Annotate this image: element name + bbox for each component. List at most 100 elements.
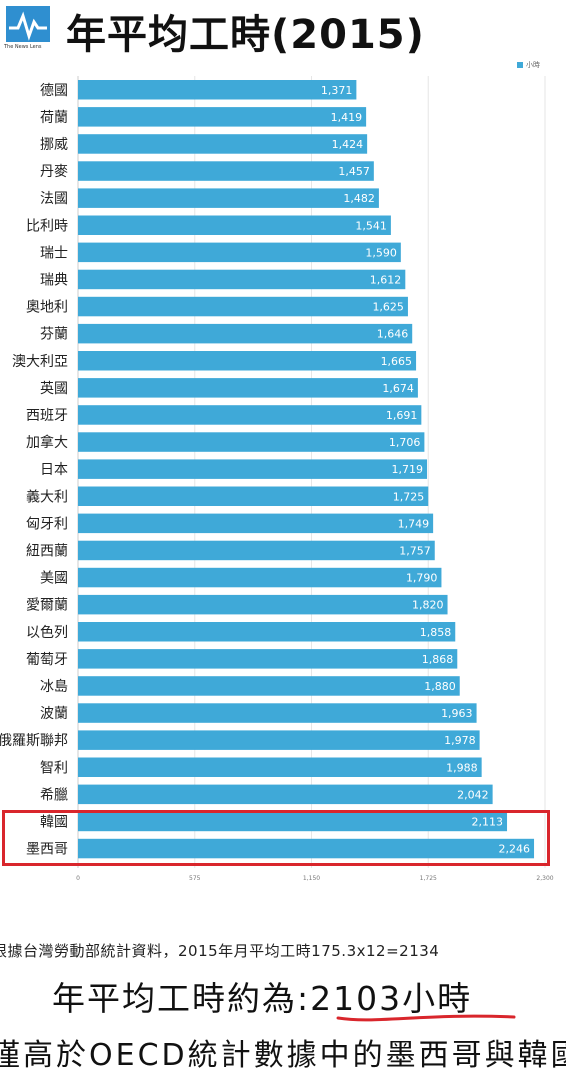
bar bbox=[78, 242, 401, 263]
data-label: 1,868 bbox=[422, 653, 454, 666]
data-label: 1,725 bbox=[393, 490, 425, 503]
bar bbox=[78, 269, 406, 290]
taiwan-hours-note: 年平均工時約為:2103小時 bbox=[52, 979, 473, 1018]
bar bbox=[78, 107, 367, 127]
data-label: 1,963 bbox=[441, 707, 473, 720]
x-tick-label: 1,725 bbox=[420, 875, 437, 882]
data-label: 1,858 bbox=[420, 626, 452, 639]
data-label: 2,042 bbox=[457, 788, 489, 801]
bar bbox=[78, 188, 379, 208]
data-label: 1,988 bbox=[446, 761, 478, 774]
x-tick-label: 575 bbox=[189, 875, 201, 882]
category-label: 挪威 bbox=[40, 137, 68, 153]
category-label: 荷蘭 bbox=[40, 110, 68, 126]
data-label: 2,113 bbox=[472, 815, 504, 828]
data-label: 1,691 bbox=[386, 409, 418, 422]
data-label: 1,625 bbox=[372, 301, 404, 314]
category-label: 丹麥 bbox=[40, 164, 68, 180]
x-tick-label: 1,150 bbox=[303, 875, 320, 882]
bar bbox=[78, 215, 391, 235]
bar bbox=[78, 567, 442, 588]
bar bbox=[78, 811, 508, 832]
bar bbox=[78, 676, 460, 696]
data-label: 1,482 bbox=[343, 192, 375, 205]
category-label: 澳大利亞 bbox=[12, 354, 68, 370]
bar bbox=[78, 134, 368, 154]
category-label: 愛爾蘭 bbox=[26, 598, 68, 614]
category-label: 匈牙利 bbox=[26, 516, 68, 532]
data-label: 1,978 bbox=[444, 734, 476, 747]
data-label: 1,424 bbox=[332, 138, 364, 151]
legend-swatch bbox=[517, 62, 523, 68]
legend-label: 小時 bbox=[526, 61, 540, 69]
bar bbox=[78, 161, 374, 181]
logo-text: The News Lens bbox=[4, 44, 42, 50]
data-label: 1,757 bbox=[399, 544, 431, 557]
category-label: 加拿大 bbox=[26, 434, 68, 451]
news-lens-logo-icon bbox=[6, 6, 50, 42]
category-label: 冰島 bbox=[40, 679, 68, 695]
bar bbox=[78, 594, 448, 615]
red-underline bbox=[336, 1014, 516, 1022]
data-label: 1,590 bbox=[365, 246, 397, 259]
bar bbox=[78, 323, 413, 344]
bar bbox=[78, 513, 434, 534]
category-label: 韓國 bbox=[40, 814, 68, 830]
category-label: 瑞典 bbox=[40, 272, 68, 288]
category-label: 芬蘭 bbox=[40, 327, 68, 343]
bar-chart: 0 575 1,150 1,725 2,300 德國 1,371 荷蘭 1,419 挪威 1,424… bbox=[0, 76, 554, 882]
category-label: 紐西蘭 bbox=[26, 543, 68, 559]
category-label: 俄羅斯聯邦 bbox=[0, 733, 68, 749]
source-note: 根據台灣勞動部統計資料，2015年月平均工時175.3x12=2134 bbox=[0, 942, 440, 960]
category-label: 墨西哥 bbox=[26, 842, 68, 858]
category-label: 葡萄牙 bbox=[26, 652, 68, 668]
x-tick-label: 2,300 bbox=[536, 875, 553, 882]
category-label: 日本 bbox=[40, 462, 68, 478]
bar bbox=[78, 649, 458, 669]
bar bbox=[78, 622, 456, 642]
data-label: 1,612 bbox=[370, 273, 402, 286]
category-label: 英國 bbox=[40, 380, 68, 397]
data-label: 1,674 bbox=[382, 382, 414, 395]
bar bbox=[78, 486, 429, 506]
category-label: 法國 bbox=[40, 191, 68, 207]
x-tick-label: 0 bbox=[76, 875, 80, 882]
bar bbox=[78, 703, 477, 723]
bar bbox=[78, 405, 422, 425]
highlight-box bbox=[2, 810, 550, 866]
category-label: 美國 bbox=[40, 571, 68, 587]
data-label: 1,820 bbox=[412, 599, 444, 612]
bar bbox=[78, 351, 417, 371]
category-label: 奧地利 bbox=[26, 300, 68, 316]
category-label: 義大利 bbox=[26, 488, 68, 505]
page-title: 年平均工時(2015) bbox=[66, 12, 425, 58]
category-label: 比利時 bbox=[26, 218, 68, 234]
category-label: 智利 bbox=[40, 760, 68, 776]
data-label: 1,646 bbox=[377, 328, 409, 341]
bar bbox=[78, 540, 435, 561]
bar bbox=[78, 757, 482, 777]
data-label: 1,371 bbox=[321, 84, 353, 97]
category-label: 以色列 bbox=[26, 624, 68, 641]
data-label: 1,419 bbox=[331, 111, 363, 124]
bar bbox=[78, 432, 425, 452]
bar bbox=[78, 378, 418, 398]
data-label: 1,790 bbox=[406, 572, 438, 585]
category-label: 瑞士 bbox=[40, 245, 68, 261]
bar bbox=[78, 838, 535, 859]
data-label: 1,541 bbox=[355, 219, 387, 232]
category-label: 德國 bbox=[40, 83, 68, 99]
comparison-note: 僅高於OECD統計數據中的墨西哥與韓國 bbox=[0, 1038, 566, 1073]
category-label: 波蘭 bbox=[40, 706, 68, 722]
bar bbox=[78, 296, 408, 317]
data-label: 1,665 bbox=[381, 355, 413, 368]
bar bbox=[78, 784, 493, 805]
data-label: 1,706 bbox=[389, 436, 421, 449]
category-label: 西班牙 bbox=[26, 408, 68, 424]
bar bbox=[78, 730, 480, 750]
chart-legend: 小時 bbox=[517, 60, 540, 70]
data-label: 1,719 bbox=[392, 463, 424, 476]
data-label: 2,246 bbox=[499, 843, 531, 856]
data-label: 1,880 bbox=[424, 680, 456, 693]
category-label: 希臘 bbox=[40, 787, 68, 803]
